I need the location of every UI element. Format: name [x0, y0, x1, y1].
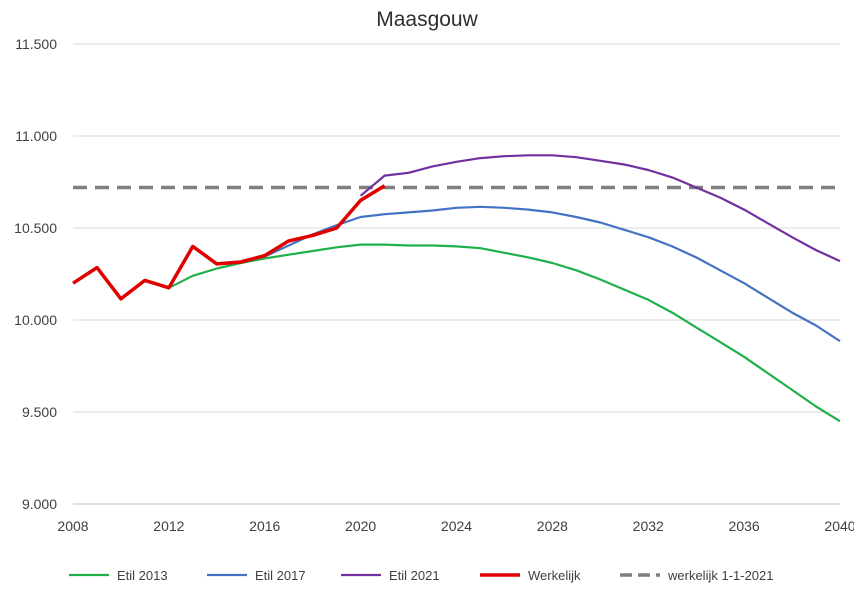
y-tick-label: 10.500	[14, 220, 57, 236]
x-tick-label: 2036	[729, 518, 760, 534]
x-tick-label: 2016	[249, 518, 280, 534]
legend-label: werkelijk 1-1-2021	[667, 568, 774, 583]
legend: Etil 2013 Etil 2017 Etil 2021 Werkelijk werk…	[69, 568, 774, 583]
x-tick-label: 2008	[57, 518, 88, 534]
y-tick-label: 9.500	[22, 404, 57, 420]
legend-label: Etil 2013	[117, 568, 168, 583]
y-tick-label: 10.000	[14, 312, 57, 328]
series-line	[359, 154, 841, 263]
y-tick-label: 9.000	[22, 496, 57, 512]
y-tick-label: 11.000	[15, 128, 57, 144]
legend-label: Etil 2021	[389, 568, 440, 583]
x-tick-label: 2028	[537, 518, 568, 534]
axis-labels: 9.000 9.500 10.000 10.500 11.000 11.500 2008 20…	[14, 36, 854, 534]
grid-lines	[73, 43, 840, 505]
x-tick-label: 2012	[153, 518, 184, 534]
x-tick-label: 2040	[824, 518, 854, 534]
legend-label: Werkelijk	[528, 568, 581, 583]
y-tick-label: 11.500	[15, 36, 57, 52]
legend-label: Etil 2017	[255, 568, 306, 583]
chart-title: Maasgouw	[376, 8, 478, 31]
series-line	[264, 205, 841, 343]
x-tick-label: 2024	[441, 518, 472, 534]
x-tick-label: 2020	[345, 518, 376, 534]
series-line	[72, 184, 386, 301]
series-lines	[72, 154, 841, 423]
x-tick-label: 2032	[633, 518, 664, 534]
series-line	[168, 243, 841, 423]
